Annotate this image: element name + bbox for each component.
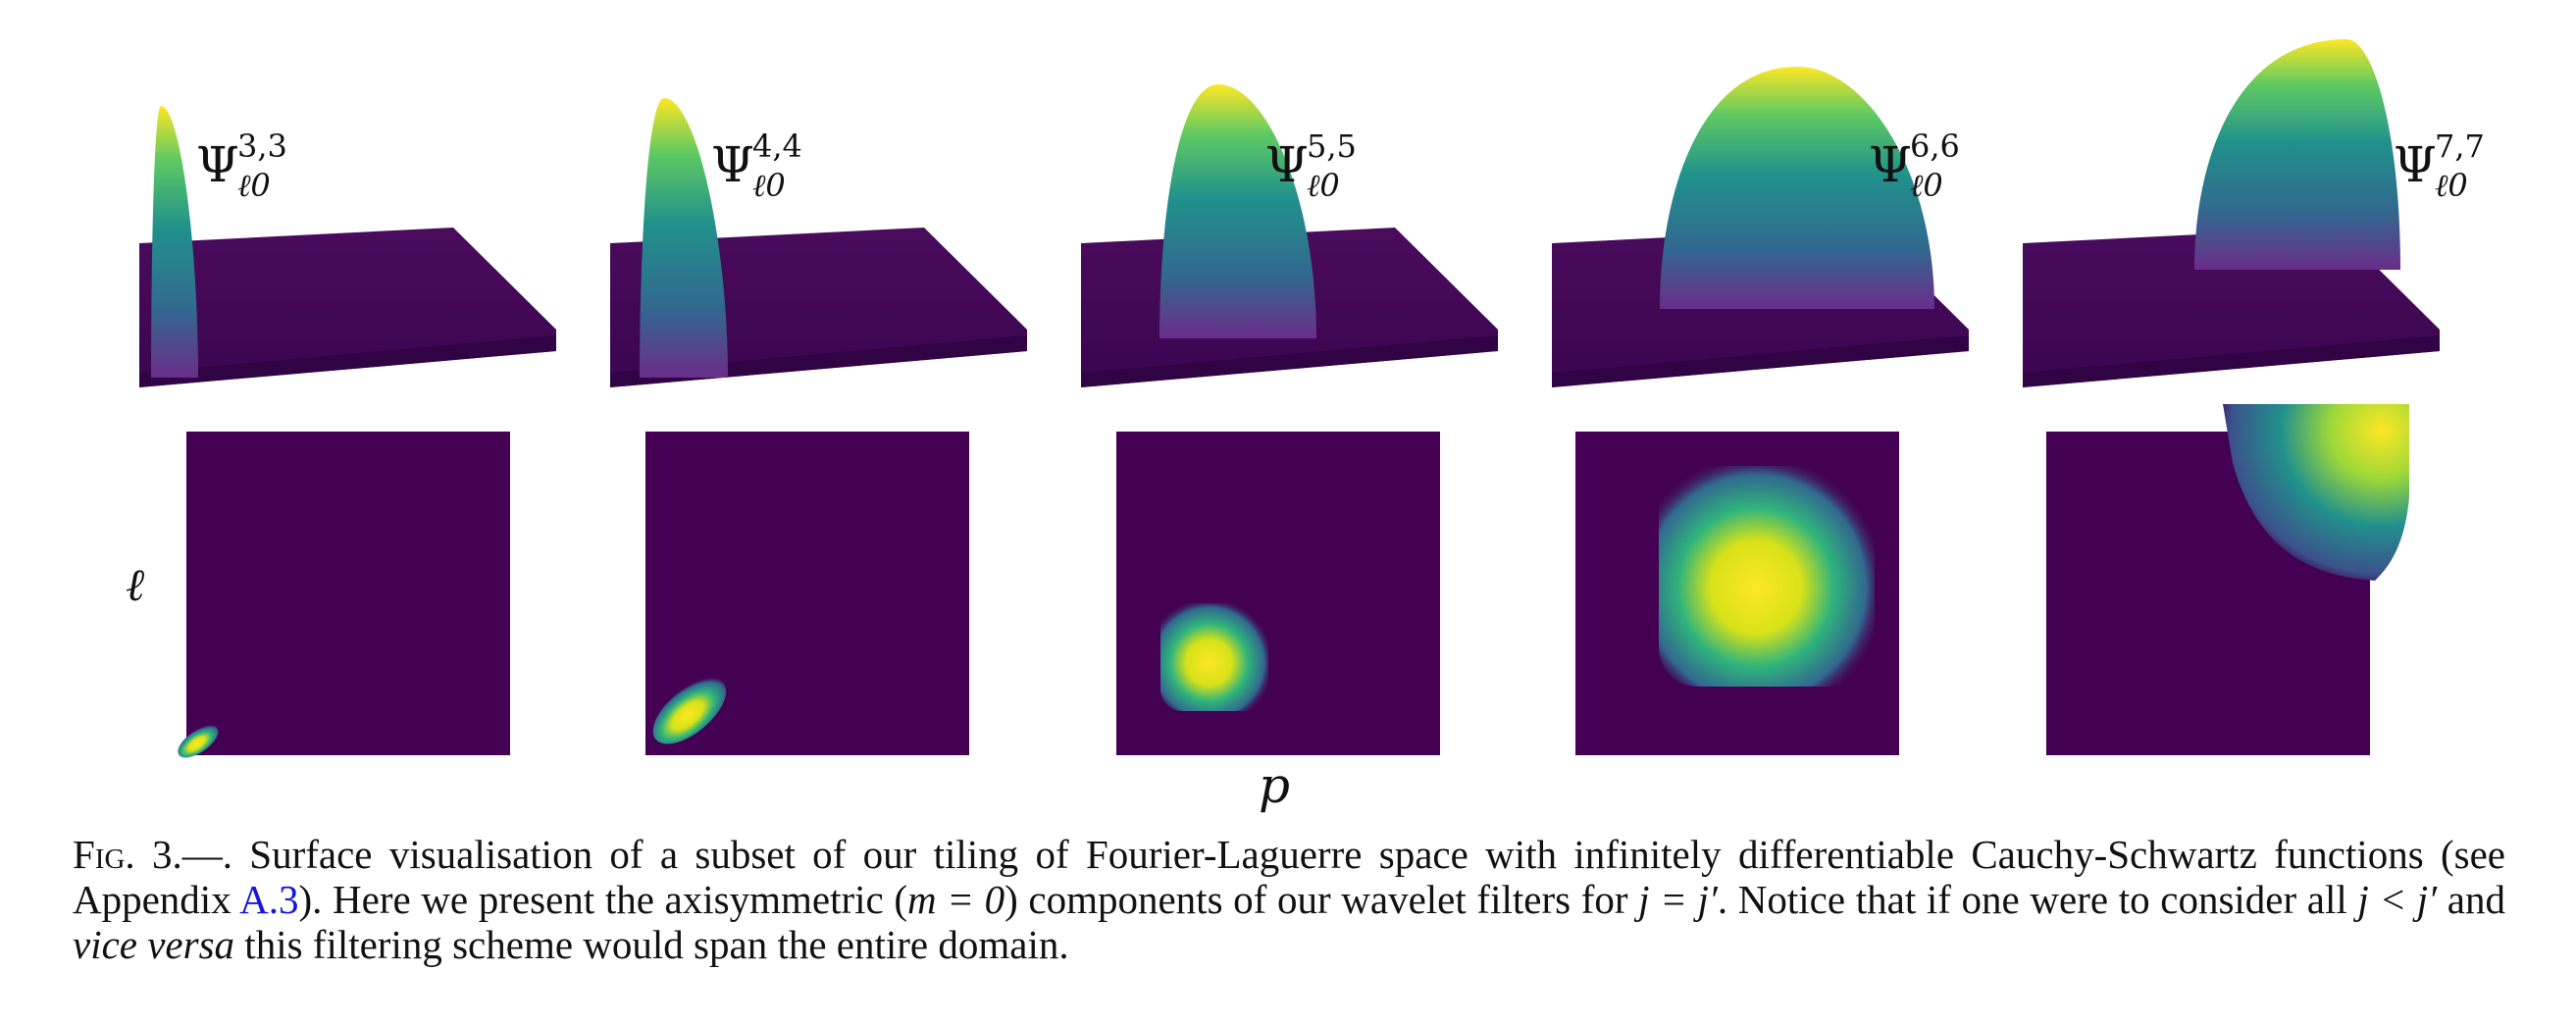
caption-text-3: ) components of our wavelet filters for bbox=[1005, 877, 1639, 922]
x-axis-label: p bbox=[1259, 757, 1290, 814]
panel-label-sup: 5,5 bbox=[1307, 128, 1357, 165]
caption-text-4: . Notice that if one were to consider al… bbox=[1717, 877, 2358, 922]
caption-dash: —. bbox=[181, 832, 250, 877]
wavelet-surface bbox=[1660, 67, 1934, 309]
panel-label-sub: ℓ0 bbox=[752, 167, 786, 204]
panel-label-sub: ℓ0 bbox=[1910, 167, 1943, 204]
panel-label: Ψ bbox=[1265, 136, 1309, 193]
panel-label-sub: ℓ0 bbox=[1307, 167, 1340, 204]
surface-plane-edge bbox=[2023, 335, 2440, 387]
math-j-equals-jprime: j = j′ bbox=[1638, 877, 1718, 922]
panel-label: Ψ bbox=[711, 136, 754, 193]
panel-label: Ψ bbox=[1869, 136, 1912, 193]
panel-label-sup: 3,3 bbox=[237, 128, 287, 165]
caption-text-1: Surface visualisation of a subset of our… bbox=[73, 832, 2505, 922]
caption-text-2: ). Here we present the axisymmetric ( bbox=[298, 877, 908, 922]
heatmap-square bbox=[1116, 432, 1440, 755]
panel-label-sup: 7,7 bbox=[2435, 128, 2485, 165]
math-m-zero: m = 0 bbox=[907, 877, 1005, 922]
wavelet-surface bbox=[640, 98, 728, 378]
appendix-link[interactable]: A.3 bbox=[239, 877, 299, 922]
heatmap-blob bbox=[2223, 404, 2409, 581]
vice-versa: vice versa bbox=[73, 922, 235, 967]
heatmap-square bbox=[186, 432, 510, 755]
surface-plane-edge bbox=[1552, 335, 1969, 387]
heatmap-blob bbox=[178, 725, 219, 758]
surface-plane-edge bbox=[139, 335, 556, 387]
panel-label-sub: ℓ0 bbox=[2435, 167, 2468, 204]
wavelet-surface bbox=[151, 106, 198, 378]
figure-label: Fig. 3. bbox=[73, 832, 182, 877]
heatmap-blob bbox=[1160, 603, 1268, 711]
panel-label-sup: 6,6 bbox=[1910, 128, 1960, 165]
y-axis-label: ℓ bbox=[126, 558, 145, 611]
math-j-less-jprime: j < j′ bbox=[2357, 877, 2438, 922]
wavelet-surface bbox=[2194, 39, 2400, 270]
panel-label-sup: 4,4 bbox=[752, 128, 802, 165]
panel-4: Ψ4,4ℓ0 bbox=[610, 98, 1027, 755]
panel-6: Ψ6,6ℓ0 bbox=[1552, 67, 1969, 755]
panel-label: Ψ bbox=[196, 136, 239, 193]
panels-group: Ψ3,3ℓ0 Ψ4,4ℓ0 Ψ5,5ℓ0 Ψ6,6ℓ0 Ψ7,7ℓ0 bbox=[139, 39, 2485, 758]
surface-plane-edge bbox=[1081, 335, 1498, 387]
panel-7: Ψ7,7ℓ0 bbox=[2023, 39, 2485, 755]
panel-label-sub: ℓ0 bbox=[237, 167, 271, 204]
heatmap-blob bbox=[1659, 466, 1875, 687]
caption-text-5: and bbox=[2437, 877, 2505, 922]
caption-text-6: this filtering scheme would span the ent… bbox=[234, 922, 1069, 967]
heatmap-blob bbox=[652, 678, 727, 744]
panel-3: Ψ3,3ℓ0 bbox=[139, 106, 556, 758]
panel-label: Ψ bbox=[2394, 136, 2437, 193]
figure-caption: Fig. 3.—. Surface visualisation of a sub… bbox=[73, 832, 2505, 967]
panel-5: Ψ5,5ℓ0 bbox=[1081, 84, 1498, 755]
wavelet-surface bbox=[1159, 84, 1316, 338]
